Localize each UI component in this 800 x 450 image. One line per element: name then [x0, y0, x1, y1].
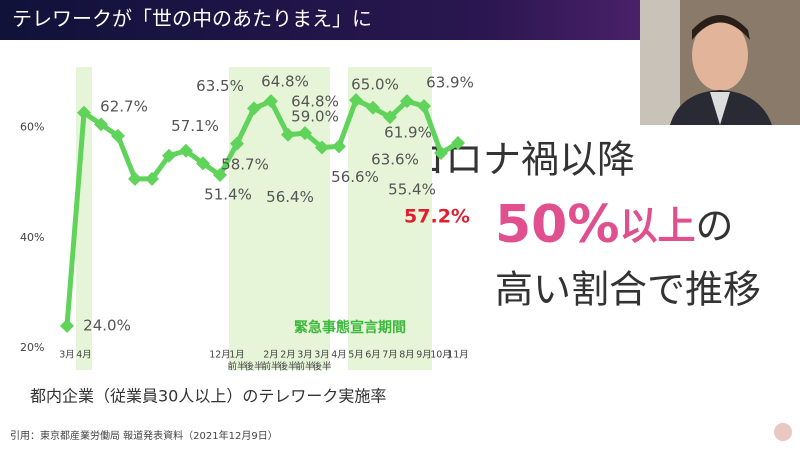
point — [111, 128, 125, 143]
point — [247, 101, 261, 116]
x-sub-label: 前半 — [295, 361, 314, 373]
x-sub-label: 後半 — [312, 361, 331, 373]
webcam — [640, 0, 800, 125]
x-tick-label: 11月 — [447, 350, 469, 361]
data-label: 24.0% — [83, 316, 131, 334]
point — [196, 156, 210, 171]
point — [451, 136, 465, 151]
x-tick-label: 2月 — [280, 350, 296, 361]
x-tick-label: 3月 — [59, 350, 75, 361]
point — [281, 127, 295, 142]
point — [145, 171, 159, 186]
data-label: 59.0% — [291, 108, 339, 126]
x-tick-label: 6月 — [365, 350, 381, 361]
side-line2: 50%以上の — [495, 195, 734, 255]
x-tick-label: 10月 — [430, 350, 452, 361]
point — [298, 126, 312, 141]
point — [400, 94, 414, 109]
point — [366, 100, 380, 115]
point — [332, 139, 346, 154]
data-label: 57.1% — [171, 117, 219, 135]
side-pink: 以上 — [619, 204, 695, 248]
side-line1: コロナ禍以降 — [407, 138, 635, 182]
x-sub-label: 後半 — [244, 361, 263, 373]
data-label: 63.9% — [426, 74, 474, 92]
x-tick-label: 3月 — [314, 350, 330, 361]
point — [213, 168, 227, 182]
point — [60, 318, 74, 333]
x-tick-label: 8月 — [399, 350, 415, 361]
x-sub-label: 後半 — [278, 361, 297, 373]
point — [230, 136, 244, 151]
x-tick-label: 9月 — [416, 350, 432, 361]
x-tick-label: 1月 — [229, 350, 245, 361]
point — [264, 94, 278, 109]
avatar-icon — [774, 423, 792, 441]
data-label: 63.6% — [371, 150, 419, 168]
data-label: 64.8% — [291, 93, 339, 111]
x-tick-label: 7月 — [382, 350, 398, 361]
x-tick-label: 4月 — [76, 350, 92, 361]
data-label: 61.9% — [384, 124, 432, 142]
shaded-label: 緊急事態宣言期間 — [294, 319, 406, 336]
point — [179, 143, 193, 158]
point — [162, 148, 176, 163]
side-line3: 高い割合で推移 — [495, 268, 761, 312]
x-tick-label: 4月 — [331, 350, 347, 361]
y-tick-label: 20% — [20, 341, 44, 354]
point — [94, 117, 108, 132]
point — [434, 145, 448, 160]
data-label: 58.7% — [221, 155, 269, 173]
x-tick-label: 2月 — [263, 350, 279, 361]
side-big: 50% — [495, 195, 619, 255]
point — [383, 110, 397, 125]
x-sub-label: 前半 — [227, 361, 246, 373]
y-tick-label: 40% — [20, 231, 44, 244]
x-tick-label: 5月 — [348, 350, 364, 361]
data-label: 56.6% — [331, 168, 379, 186]
data-label: 62.7% — [100, 97, 148, 115]
data-label: 51.4% — [204, 186, 252, 204]
side-suffix: の — [695, 204, 733, 248]
x-tick-label: 12月 — [209, 350, 231, 361]
data-label: 64.8% — [261, 73, 309, 91]
y-tick-label: 60% — [20, 121, 44, 134]
point — [77, 105, 91, 120]
data-label: 65.0% — [351, 76, 399, 94]
x-tick-label: 3月 — [297, 350, 313, 361]
point — [417, 99, 431, 114]
data-label: 57.2% — [404, 206, 470, 228]
point — [315, 140, 329, 155]
data-label: 63.5% — [196, 77, 244, 95]
caption: 都内企業（従業員30人以上）のテレワーク実施率 — [30, 387, 386, 406]
point — [128, 171, 142, 186]
data-label: 55.4% — [388, 180, 436, 198]
header-title: テレワークが「世の中のあたりまえ」に — [12, 7, 372, 31]
source: 引用：東京都産業労働局 報道発表資料（2021年12月9日） — [10, 429, 278, 442]
x-sub-label: 前半 — [261, 361, 280, 373]
data-label: 56.4% — [266, 188, 314, 206]
point — [349, 93, 363, 108]
